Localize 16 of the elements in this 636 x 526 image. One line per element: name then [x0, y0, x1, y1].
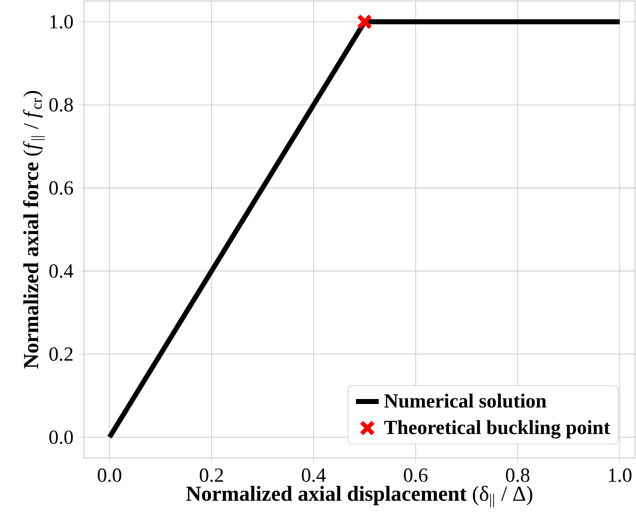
y-tick-label: 0.0 [49, 430, 73, 444]
y-tick-label: 1.0 [50, 14, 73, 29]
x-tick-label: 0.0 [98, 468, 122, 482]
y-tick-label: 0.8 [49, 98, 73, 112]
x-tick-label: 0.8 [506, 468, 530, 482]
legend-label: Theoretical buckling point [384, 420, 610, 438]
x-tick-label: 0.6 [404, 468, 428, 482]
legend-label: Numerical solution [384, 394, 546, 408]
x-tick-label: 0.2 [200, 468, 223, 482]
y-tick-label: 0.4 [49, 264, 74, 278]
y-tick-label: 0.6 [49, 181, 74, 195]
y-tick-label: 0.2 [49, 347, 72, 361]
x-tick-label: 0.4 [302, 468, 326, 482]
x-axis-title: Normalized axial displacement (δ$_{||}$ / Δ) [186, 486, 532, 508]
y-axis-title: Normalized axial force (f$_{||}$ / f$_{cr}$) [23, 91, 45, 368]
x-tick-label: 1.0 [608, 468, 632, 482]
